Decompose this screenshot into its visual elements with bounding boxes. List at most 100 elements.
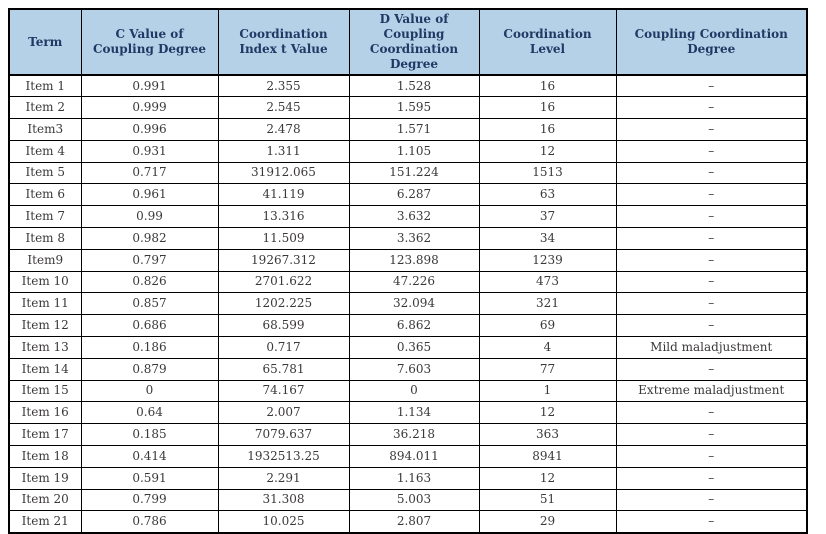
value-cell: 12 xyxy=(478,401,617,425)
value-cell: – xyxy=(615,161,808,185)
value-cell: 321 xyxy=(478,292,617,316)
table-row: Item 4 0.931 1.311 1.105 12– xyxy=(8,139,808,163)
table-row: Item 10 0.826 2701.622 47.226 473– xyxy=(8,270,808,294)
term-cell: Item 7 xyxy=(8,205,82,229)
value-cell: 0.961 xyxy=(80,183,219,207)
table-row: Item 14 0.879 65.781 7.603 77– xyxy=(8,357,808,381)
value-cell: 0.982 xyxy=(80,227,219,250)
table-row: Item 21 0.786 10.025 2.807 29– xyxy=(8,510,808,534)
value-cell: 5.003 xyxy=(348,488,480,512)
value-cell: 77 xyxy=(478,357,617,381)
value-cell: – xyxy=(615,314,808,338)
table-row: Item 16 0.64 2.007 1.134 12– xyxy=(8,401,808,425)
value-cell: 1 xyxy=(478,379,617,403)
value-cell: 74.167 xyxy=(217,379,350,403)
value-cell: 2.807 xyxy=(348,510,480,534)
term-cell: Item 4 xyxy=(8,139,82,163)
value-cell: 0.99 xyxy=(80,205,219,229)
value-cell: – xyxy=(615,205,808,229)
value-cell: 1.571 xyxy=(348,118,480,141)
value-cell: – xyxy=(615,357,808,381)
header-row: Term C Value of Coupling Degree Coordinati… xyxy=(8,8,808,76)
value-cell: 12 xyxy=(478,139,617,163)
value-cell: 4 xyxy=(478,336,617,359)
term-cell: Item 21 xyxy=(8,510,82,534)
value-cell: 29 xyxy=(478,510,617,534)
table-row: Item 7 0.99 13.316 3.632 37– xyxy=(8,205,808,229)
value-cell: 69 xyxy=(478,314,617,338)
term-cell: Item 14 xyxy=(8,357,82,381)
term-cell: Item 17 xyxy=(8,423,82,447)
value-cell: 0.717 xyxy=(80,161,219,185)
value-cell: 8941 xyxy=(478,445,617,468)
value-cell: 0.879 xyxy=(80,357,219,381)
value-cell: 0.686 xyxy=(80,314,219,338)
value-cell: 0.186 xyxy=(80,336,219,359)
term-cell: Item 8 xyxy=(8,227,82,250)
value-cell: 0.857 xyxy=(80,292,219,316)
term-cell: Item 15 xyxy=(8,379,82,403)
value-cell: 0.414 xyxy=(80,445,219,468)
value-cell: 2.355 xyxy=(217,74,350,98)
value-cell: 13.316 xyxy=(217,205,350,229)
term-cell: Item 5 xyxy=(8,161,82,185)
table-row: Item 6 0.961 41.119 6.287 63– xyxy=(8,183,808,207)
value-cell: 2701.622 xyxy=(217,270,350,294)
table-row: Item 5 0.717 31912.065 151.224 1513– xyxy=(8,161,808,185)
value-cell: – xyxy=(615,96,808,120)
table-row: Item 15 0 74.167 0 1 Extreme maladjustment xyxy=(8,379,808,403)
value-cell: 7.603 xyxy=(348,357,480,381)
value-cell: 2.545 xyxy=(217,96,350,120)
value-cell: 0.999 xyxy=(80,96,219,120)
value-cell: – xyxy=(615,423,808,447)
term-cell: Item 12 xyxy=(8,314,82,338)
table-row: Item 18 0.414 1932513.25 894.011 8941– xyxy=(8,445,808,468)
value-cell: 0.996 xyxy=(80,118,219,141)
table-row: Item3 0.996 2.478 1.571 16– xyxy=(8,118,808,141)
column-header: Coordination Level xyxy=(478,8,617,76)
table-row: Item 17 0.185 7079.637 36.218 363– xyxy=(8,423,808,447)
value-cell: 894.011 xyxy=(348,445,480,468)
column-header: Coordination Index t Value xyxy=(217,8,350,76)
table-row: Item 12 0.686 68.599 6.862 69– xyxy=(8,314,808,338)
value-cell: 473 xyxy=(478,270,617,294)
value-cell: 34 xyxy=(478,227,617,250)
value-cell: 31.308 xyxy=(217,488,350,512)
column-header: Coupling Coordination Degree xyxy=(615,8,808,76)
value-cell: 1.163 xyxy=(348,466,480,490)
value-cell: 16 xyxy=(478,74,617,98)
value-cell: 32.094 xyxy=(348,292,480,316)
value-cell: 7079.637 xyxy=(217,423,350,447)
value-cell: – xyxy=(615,445,808,468)
value-cell: 0.64 xyxy=(80,401,219,425)
value-cell: 363 xyxy=(478,423,617,447)
column-header: D Value of Coupling Coordination Degree xyxy=(348,8,480,76)
term-cell: Item 11 xyxy=(8,292,82,316)
value-cell: – xyxy=(615,183,808,207)
term-cell: Item 18 xyxy=(8,445,82,468)
value-cell: 0.931 xyxy=(80,139,219,163)
data-table: Term C Value of Coupling Degree Coordinati… xyxy=(8,8,808,534)
value-cell: 10.025 xyxy=(217,510,350,534)
value-cell: 37 xyxy=(478,205,617,229)
value-cell: 3.362 xyxy=(348,227,480,250)
table-row: Item 2 0.999 2.545 1.595 16– xyxy=(8,96,808,120)
term-cell: Item 19 xyxy=(8,466,82,490)
term-cell: Item 10 xyxy=(8,270,82,294)
term-cell: Item 16 xyxy=(8,401,82,425)
value-cell: – xyxy=(615,510,808,534)
term-cell: Item 1 xyxy=(8,74,82,98)
value-cell: 63 xyxy=(478,183,617,207)
value-cell: 0.185 xyxy=(80,423,219,447)
value-cell: 0.826 xyxy=(80,270,219,294)
value-cell: 1.134 xyxy=(348,401,480,425)
value-cell: – xyxy=(615,227,808,250)
value-cell: 47.226 xyxy=(348,270,480,294)
term-cell: Item3 xyxy=(8,118,82,141)
table-row: Item 8 0.982 11.509 3.362 34– xyxy=(8,227,808,250)
value-cell: 2.291 xyxy=(217,466,350,490)
table-row: Item 13 0.186 0.717 0.365 4 Mild maladjustmen… xyxy=(8,336,808,359)
term-cell: Item 6 xyxy=(8,183,82,207)
value-cell: 0.991 xyxy=(80,74,219,98)
table-row: Item 1 0.991 2.355 1.528 16– xyxy=(8,74,808,98)
